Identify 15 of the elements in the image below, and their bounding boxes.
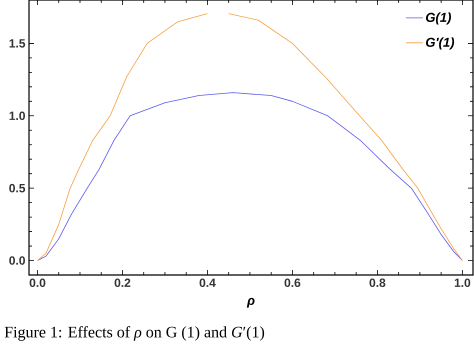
x-tick-label: 0.4 bbox=[200, 278, 216, 288]
x-tick-label: 0.0 bbox=[30, 278, 46, 288]
x-tick-label: 0.6 bbox=[284, 278, 300, 288]
x-tick-label: 0.2 bbox=[114, 278, 130, 288]
legend-label: G′(1) bbox=[426, 37, 454, 50]
legend-label: G(1) bbox=[426, 12, 451, 25]
y-tick-label: 0.5 bbox=[9, 184, 26, 192]
line-series bbox=[37, 92, 463, 261]
y-tick-label: 0.0 bbox=[9, 256, 25, 265]
y-tick-label: 1.5 bbox=[10, 39, 26, 48]
x-tick-label: 1.0 bbox=[454, 278, 470, 288]
caption: Figure 1: Effects of ρ on G (1) and G′(1) bbox=[4, 326, 264, 341]
x-axis-title: ρ bbox=[246, 298, 255, 308]
y-tick-label: 1.0 bbox=[10, 112, 25, 120]
x-tick-label: 0.8 bbox=[370, 278, 386, 288]
